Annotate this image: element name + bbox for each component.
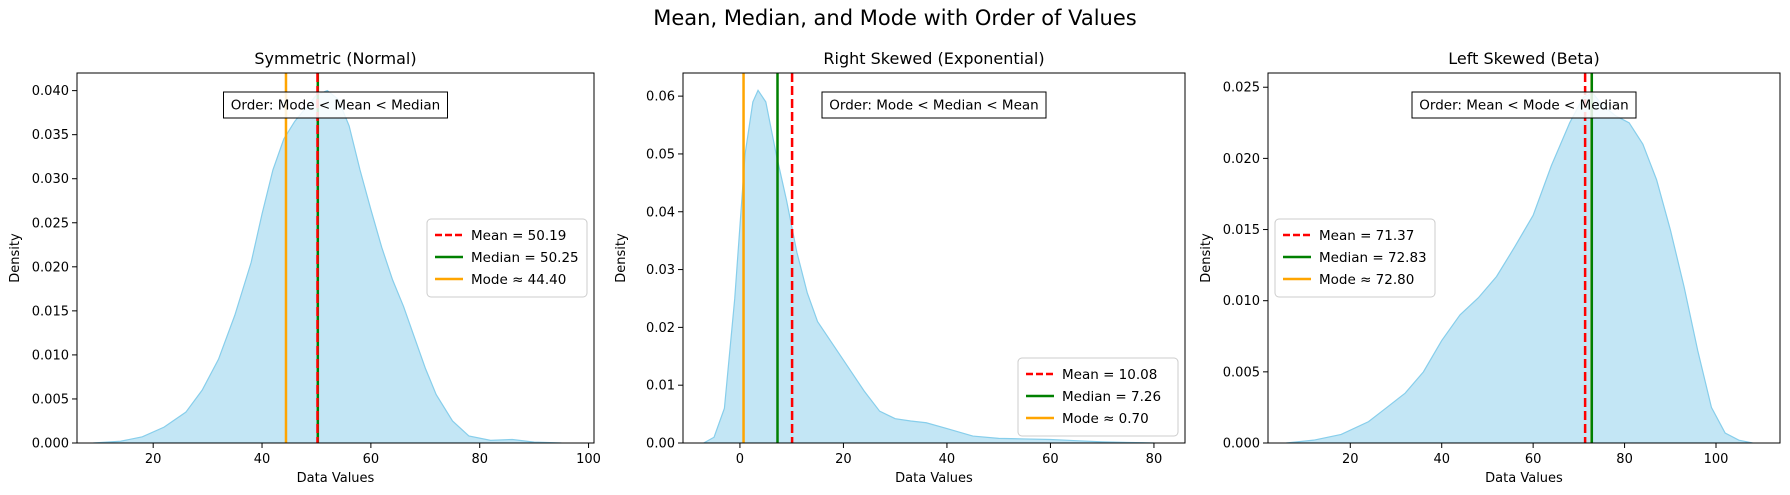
legend-mode-label: Mode ≈ 44.40 bbox=[471, 272, 566, 288]
axes-frame bbox=[1267, 72, 1781, 444]
subplot-title: Right Skewed (Exponential) bbox=[823, 49, 1044, 68]
subplot-1: 20 40 60 80 100 0.000 0.005 0.010 0.015 0.020 0.02… bbox=[8, 49, 601, 486]
y-tick-label: 0.03 bbox=[646, 263, 675, 278]
y-tick-label: 0.000 bbox=[1223, 437, 1260, 452]
legend: Mean = 71.37 Median = 72.83 Mode ≈ 72.80 bbox=[1274, 218, 1436, 298]
order-annotation: Order: Mode < Mean < Median bbox=[231, 98, 440, 114]
x-tick-label: 60 bbox=[1525, 452, 1542, 467]
x-tick-label: 40 bbox=[1433, 452, 1450, 467]
y-tick-label: 0.01 bbox=[646, 379, 675, 394]
x-tick-label: 40 bbox=[254, 452, 271, 467]
legend-mean-label: Mean = 10.08 bbox=[1062, 367, 1157, 383]
y-tick-label: 0.005 bbox=[1223, 365, 1260, 380]
y-tick-label: 0.00 bbox=[646, 437, 675, 452]
y-tick-label: 0.015 bbox=[1223, 223, 1260, 238]
order-annotation-box bbox=[821, 91, 1047, 119]
figure-title: Mean, Median, and Mode with Order of Val… bbox=[653, 6, 1137, 30]
x-axis-label: Data Values bbox=[1485, 471, 1563, 486]
subplot-title: Left Skewed (Beta) bbox=[1448, 49, 1599, 68]
y-tick-label: 0.015 bbox=[32, 304, 69, 319]
legend: Mean = 10.08 Median = 7.26 Mode ≈ 0.70 bbox=[1017, 357, 1179, 437]
y-tick-label: 0.02 bbox=[646, 321, 675, 336]
subplot-3: 20 40 60 80 100 0.000 0.005 0.010 0.015 0.020 0.02… bbox=[1199, 49, 1781, 486]
x-tick-label: 40 bbox=[939, 452, 956, 467]
x-axis-label: Data Values bbox=[297, 471, 375, 486]
x-tick-label: 100 bbox=[1704, 452, 1729, 467]
x-tick-label: 20 bbox=[145, 452, 162, 467]
y-tick-label: 0.06 bbox=[646, 90, 675, 105]
density-area bbox=[702, 89, 1154, 443]
order-annotation: Order: Mean < Mode < Median bbox=[1419, 98, 1628, 114]
x-tick-label: 60 bbox=[363, 452, 380, 467]
x-tick-label: 100 bbox=[576, 452, 601, 467]
y-axis-label: Density bbox=[614, 233, 629, 283]
legend-median-label: Median = 7.26 bbox=[1062, 389, 1161, 405]
y-tick-label: 0.005 bbox=[32, 392, 69, 407]
order-annotation-box bbox=[1411, 91, 1637, 119]
order-annotation-box bbox=[223, 91, 448, 119]
subplot-2: 0 20 40 60 80 0.00 0.01 0.02 0.03 0.04 0.05 0.06 Rig… bbox=[614, 49, 1186, 486]
legend-mean-label: Mean = 71.37 bbox=[1319, 228, 1414, 244]
y-tick-label: 0.035 bbox=[32, 128, 69, 143]
y-tick-label: 0.010 bbox=[32, 348, 69, 363]
y-axis-label: Density bbox=[8, 233, 23, 283]
legend-mode-label: Mode ≈ 0.70 bbox=[1062, 411, 1149, 427]
y-tick-label: 0.030 bbox=[32, 172, 69, 187]
y-tick-label: 0.020 bbox=[1223, 152, 1260, 167]
x-tick-label: 80 bbox=[471, 452, 488, 467]
x-tick-label: 20 bbox=[1342, 452, 1359, 467]
legend: Mean = 50.19 Median = 50.25 Mode ≈ 44.40 bbox=[426, 218, 588, 298]
order-annotation: Order: Mode < Median < Mean bbox=[829, 98, 1038, 114]
x-tick-label: 80 bbox=[1616, 452, 1633, 467]
y-tick-label: 0.05 bbox=[646, 147, 675, 162]
x-tick-label: 80 bbox=[1146, 452, 1163, 467]
y-tick-label: 0.04 bbox=[646, 205, 675, 220]
y-tick-label: 0.040 bbox=[32, 84, 69, 99]
x-axis-label: Data Values bbox=[895, 471, 973, 486]
legend-mean-label: Mean = 50.19 bbox=[471, 228, 566, 244]
y-tick-label: 0.025 bbox=[1223, 81, 1260, 96]
x-tick-label: 60 bbox=[1042, 452, 1059, 467]
legend-median-label: Median = 72.83 bbox=[1319, 250, 1427, 266]
legend-frame bbox=[426, 218, 588, 298]
y-tick-label: 0.025 bbox=[32, 216, 69, 231]
legend-frame bbox=[1274, 218, 1436, 298]
y-tick-label: 0.010 bbox=[1223, 294, 1260, 309]
axes-frame bbox=[76, 72, 595, 444]
y-tick-label: 0.020 bbox=[32, 260, 69, 275]
legend-frame bbox=[1017, 357, 1179, 437]
y-axis-label: Density bbox=[1199, 233, 1214, 283]
legend-median-label: Median = 50.25 bbox=[471, 250, 579, 266]
y-tick-label: 0.000 bbox=[32, 437, 69, 452]
subplot-title: Symmetric (Normal) bbox=[254, 49, 416, 68]
legend-mode-label: Mode ≈ 72.80 bbox=[1319, 272, 1414, 288]
x-tick-label: 20 bbox=[835, 452, 852, 467]
x-tick-label: 0 bbox=[736, 452, 744, 467]
axes-frame bbox=[682, 72, 1186, 444]
